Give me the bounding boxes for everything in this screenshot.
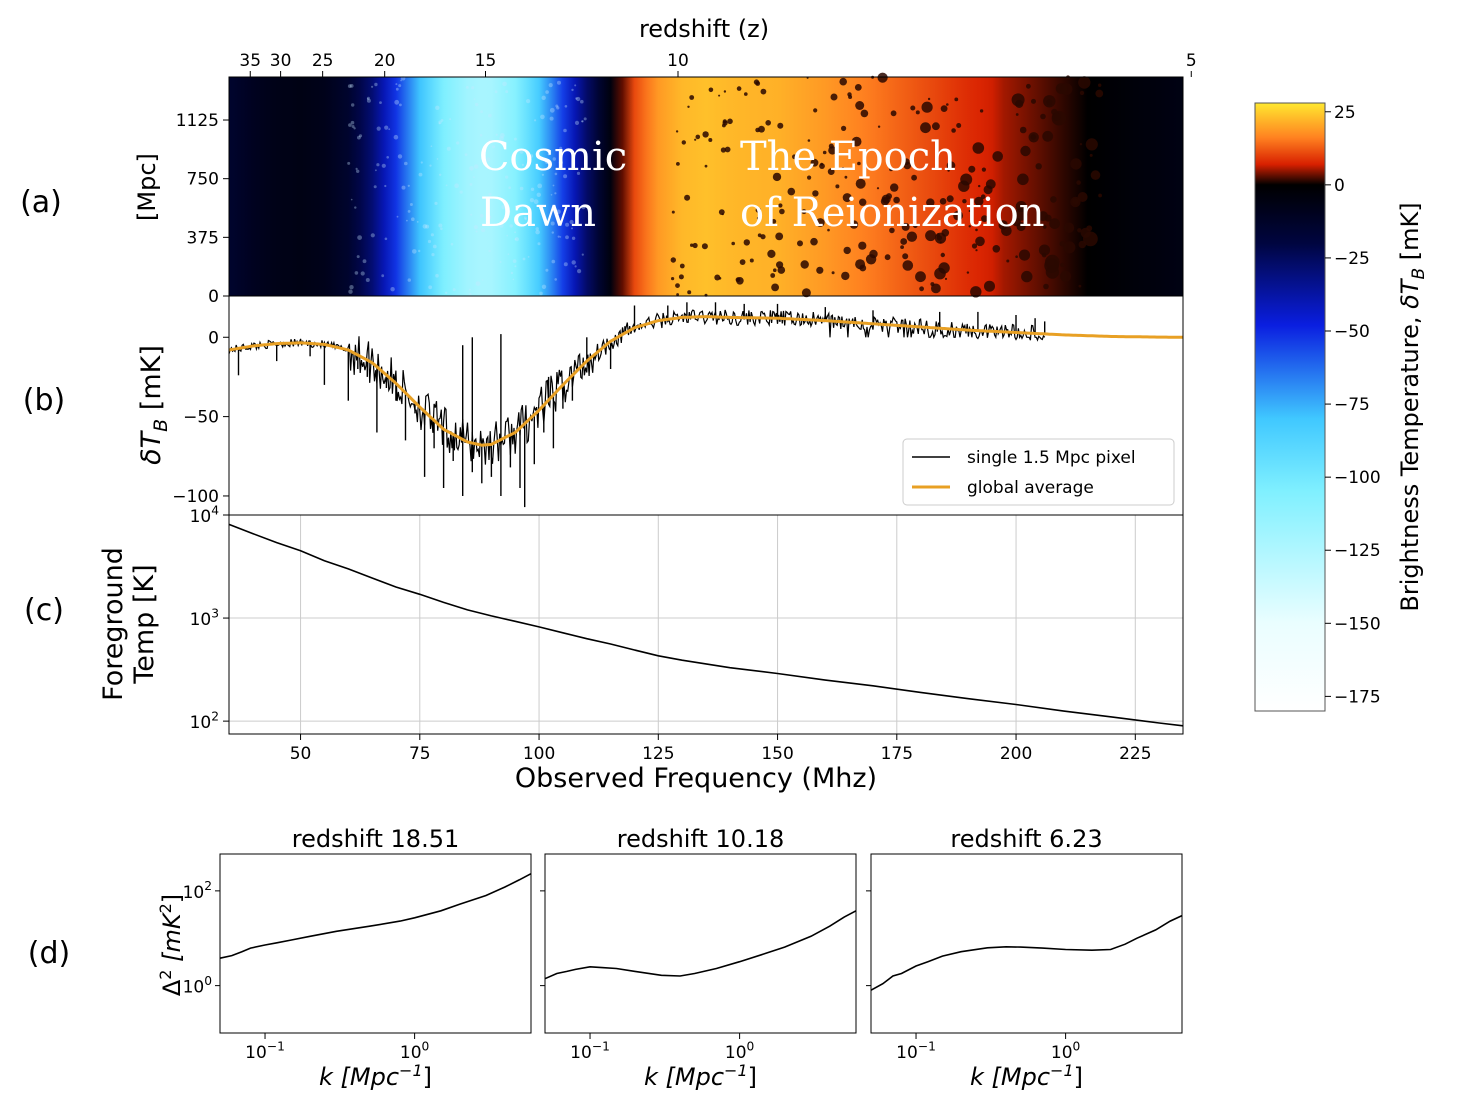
c-xtick-label: 150 — [761, 744, 793, 764]
d-ylabel: Δ2 [mK2] — [156, 894, 186, 996]
colorbar-tick-label: −175 — [1334, 687, 1381, 707]
a-ztick-label: 10 — [667, 51, 689, 71]
panel-c: 50 75 100 125 150 175 200 225 104 103 102 Observed … — [98, 503, 1184, 794]
d-title: redshift 6.23 — [950, 825, 1102, 853]
series-foreground — [228, 523, 1184, 727]
d-xtick-label: 100 — [1051, 1039, 1080, 1063]
panel-d1-frame — [219, 853, 532, 1034]
colorbar-tick-label: −125 — [1334, 541, 1381, 561]
d-xtick-label: 10−1 — [570, 1039, 610, 1063]
c-ylabel: Foreground — [98, 547, 129, 701]
a-ytick-label: 0 — [208, 287, 219, 307]
panel-a: 0 375 750 1125 [Mpc] 35 30 25 20 15 10 5 redshift (z… — [133, 15, 1197, 307]
legend-label-global: global average — [967, 478, 1094, 498]
panel-c-frame — [228, 514, 1184, 735]
d-title: redshift 10.18 — [617, 825, 785, 853]
panel-label-d: (d) — [28, 936, 70, 971]
series-power-spectrum — [544, 910, 857, 980]
legend-label-pixel: single 1.5 Mpc pixel — [967, 448, 1136, 468]
a-ztick-label: 35 — [239, 51, 261, 71]
c-ylabel: Temp [K] — [129, 564, 160, 684]
legend: single 1.5 Mpc pixel global average — [902, 438, 1175, 506]
annotation-eor: of Reionization — [740, 190, 1044, 236]
colorbar-tick-label: 25 — [1334, 103, 1356, 123]
d-ytick-label: 102 — [183, 879, 212, 903]
c-xtick-label: 225 — [1119, 744, 1151, 764]
panel-d2-frame — [544, 853, 857, 1034]
annotation-cosmic-dawn: Cosmic — [479, 134, 627, 180]
colorbar-tick-label: −75 — [1334, 395, 1370, 415]
d-xlabel: k [Mpc−1] — [319, 1061, 432, 1091]
colorbar-label: Brightness Temperature, δTB [mK] — [1396, 202, 1429, 611]
colorbar-tick-label: −50 — [1334, 322, 1370, 342]
c-ytick-label: 103 — [190, 606, 219, 630]
b-ytick-label: −100 — [172, 487, 219, 507]
a-ytick-label: 750 — [187, 170, 219, 190]
d-xlabel: k [Mpc−1] — [970, 1061, 1083, 1091]
a-ztick-label: 15 — [475, 51, 497, 71]
b-ytick-label: −50 — [183, 408, 219, 428]
legend-box — [902, 438, 1175, 506]
colorbar-tick-label: −150 — [1334, 614, 1381, 634]
c-xtick-label: 50 — [290, 744, 312, 764]
d-title: redshift 18.51 — [292, 825, 460, 853]
panel-label-c: (c) — [24, 593, 64, 628]
colorbar-tick-label: 0 — [1334, 176, 1345, 196]
c-xtick-label: 175 — [881, 744, 913, 764]
a-ztick-label: 5 — [1186, 51, 1197, 71]
heatmap-field — [229, 77, 1183, 296]
panel-b: 0 −50 −100 δTB [mK] single 1.5 Mpc pixel glob… — [136, 295, 1184, 516]
panel-d3-frame — [870, 853, 1183, 1034]
d-ytick-label: 100 — [183, 974, 212, 998]
panel-label-b: (b) — [23, 383, 65, 418]
c-xtick-label: 125 — [642, 744, 674, 764]
a-ztick-label: 30 — [270, 51, 292, 71]
series-global-average — [228, 315, 1184, 447]
colorbar-tick-label: −100 — [1334, 468, 1381, 488]
colorbar-gradient — [1254, 102, 1326, 712]
b-ylabel: δTB [mK] — [136, 345, 172, 465]
a-ylabel: [Mpc] — [133, 153, 161, 221]
series-power-spectrum — [219, 872, 532, 959]
colorbar-tick-label: −25 — [1334, 249, 1370, 269]
a-ytick-label: 375 — [187, 228, 219, 248]
a-ztick-label: 20 — [374, 51, 396, 71]
d-xtick-label: 10−1 — [245, 1039, 285, 1063]
c-ytick-label: 102 — [190, 709, 219, 733]
series-power-spectrum — [870, 914, 1183, 991]
ionized-bubbles — [347, 72, 1104, 298]
c-xlabel: Observed Frequency (Mhz) — [515, 763, 877, 794]
b-ytick-label: 0 — [208, 328, 219, 348]
annotation-cosmic-dawn: Dawn — [480, 190, 596, 236]
a-top-xlabel: redshift (z) — [639, 15, 769, 43]
panel-label-a: (a) — [20, 185, 62, 220]
d-xtick-label: 100 — [725, 1039, 754, 1063]
d-xlabel: k [Mpc−1] — [644, 1061, 757, 1091]
c-ytick-label: 104 — [190, 503, 220, 527]
d-xtick-label: 100 — [400, 1039, 429, 1063]
d-xtick-label: 10−1 — [896, 1039, 936, 1063]
c-xtick-label: 100 — [523, 744, 555, 764]
annotation-eor: The Epoch — [740, 134, 956, 180]
a-ytick-label: 1125 — [176, 111, 219, 131]
colorbar: 25 0 −25 −50 −75 −100 −125 −150 −175 Brightness T… — [1254, 102, 1429, 712]
c-xtick-label: 200 — [1000, 744, 1032, 764]
a-ztick-label: 25 — [312, 51, 334, 71]
c-xtick-label: 75 — [409, 744, 431, 764]
